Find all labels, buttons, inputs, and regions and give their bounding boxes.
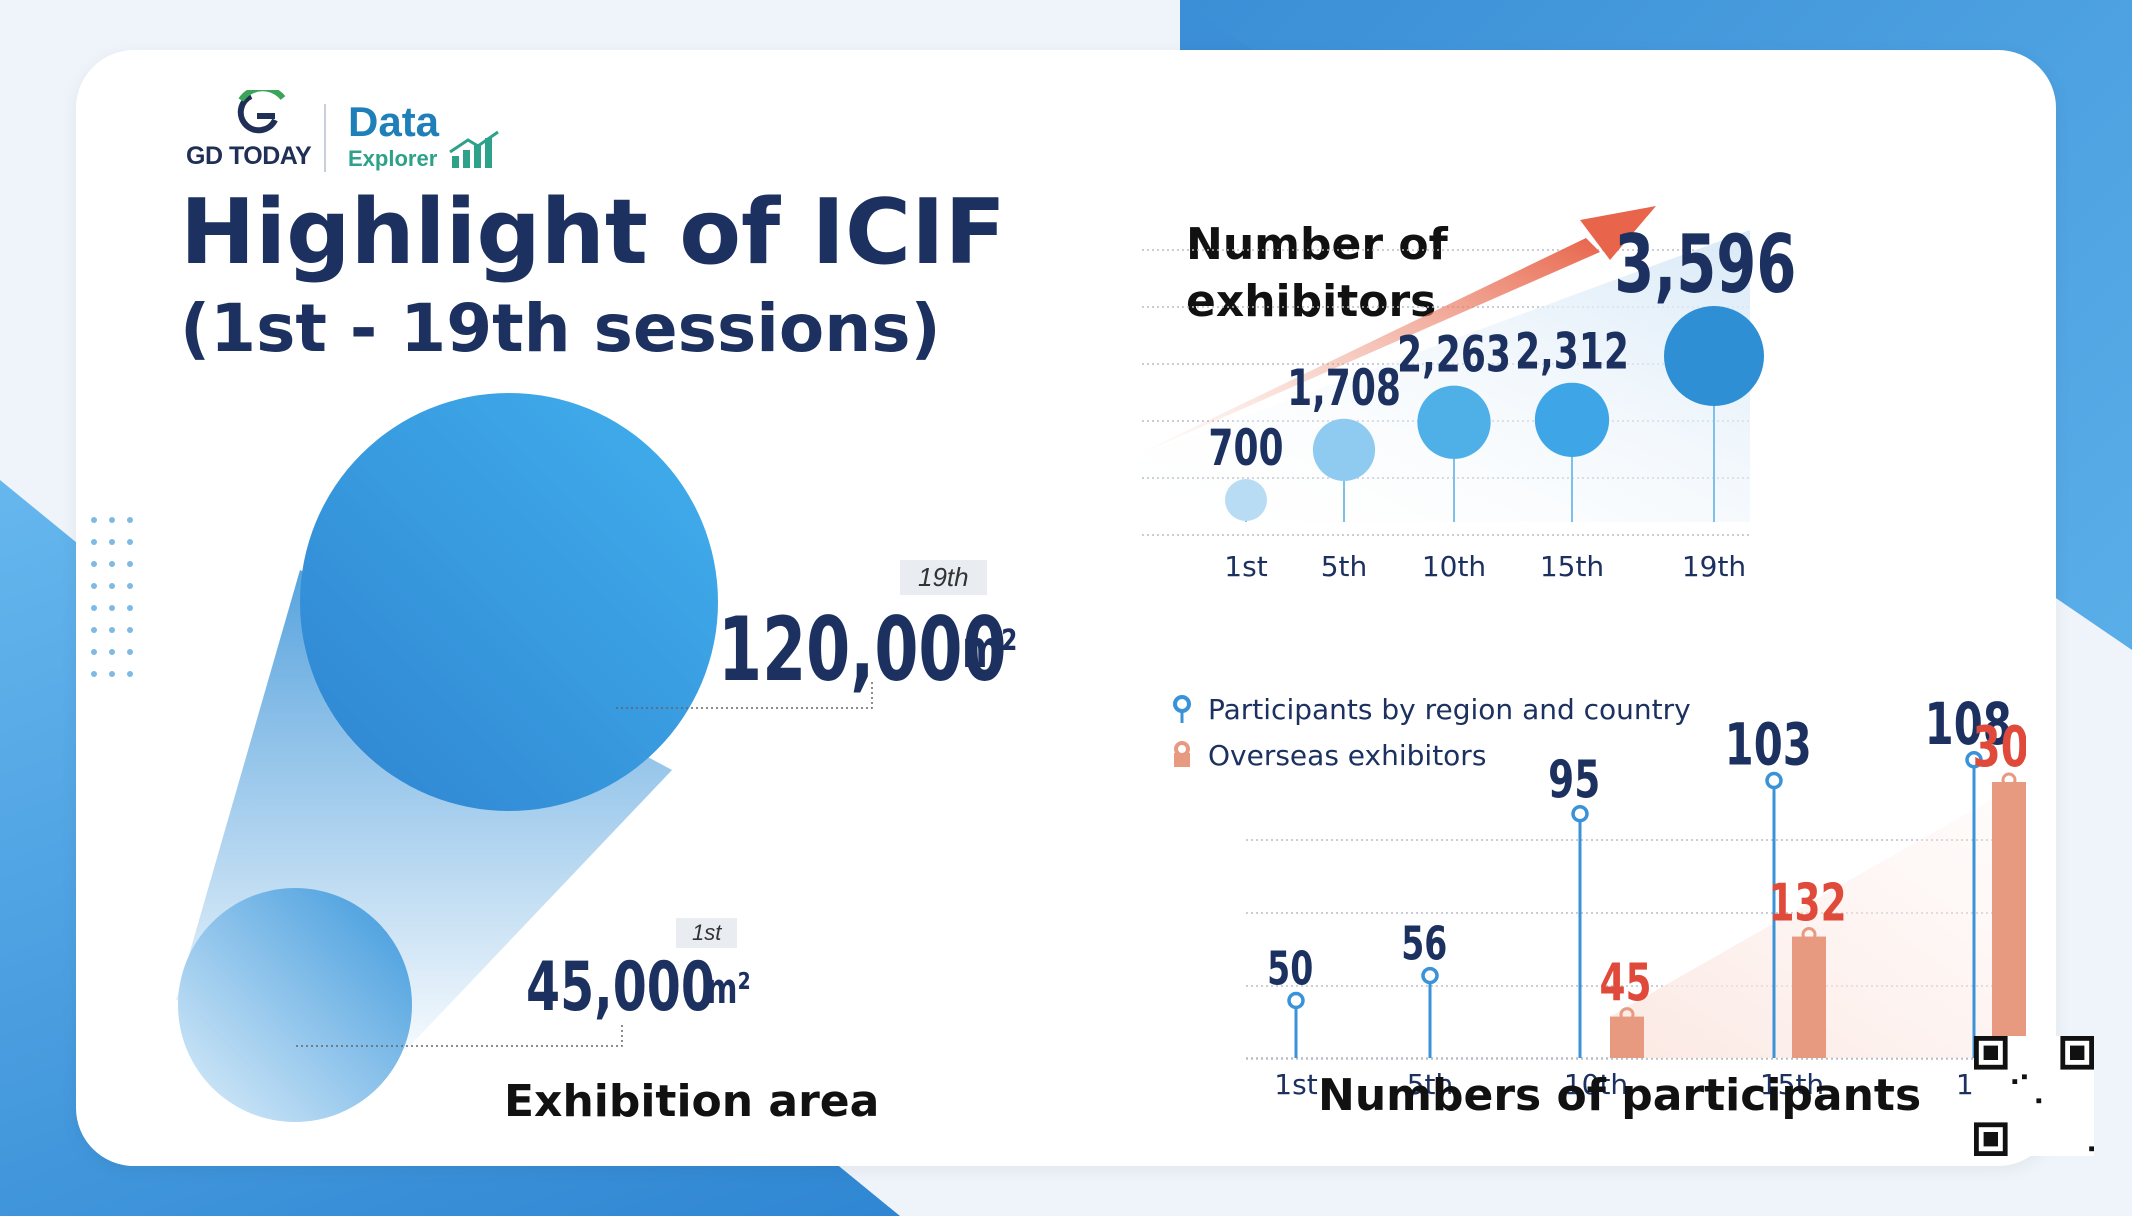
exhibitor-bubble	[1312, 418, 1376, 481]
brand-explorer: Explorer	[348, 146, 438, 171]
overseas-exhibitor-bar	[1610, 1016, 1644, 1058]
exhibitor-bubble	[1534, 382, 1610, 457]
qr-module	[2036, 1098, 2042, 1104]
exhibition-area-chart	[91, 393, 873, 1122]
exhibitor-value-label: 3,596	[1614, 219, 1796, 312]
exhibitors-chart: 700 1st 1,708 5th 2,263 10th 2,312 15th 3,596 19t…	[1126, 206, 1796, 583]
qr-module	[2089, 1146, 2094, 1152]
participant-pin-head	[1965, 751, 1983, 769]
participant-pin-head	[1287, 991, 1305, 1010]
exhibitor-session-tick: 5th	[1321, 550, 1368, 583]
participant-value-label: 50	[1267, 943, 1313, 996]
participants-legend: Participants by region and country Overs…	[1170, 686, 1691, 778]
overseas-bar-handle	[2001, 772, 2017, 788]
legend-label-region: Participants by region and country	[1208, 692, 1691, 726]
area-number-1st: 45,000	[526, 948, 715, 1027]
page-title: Highlight of ICIF	[180, 180, 1007, 285]
participant-pin-head	[1571, 805, 1589, 823]
participants-heading: Numbers of participants	[1318, 1070, 1922, 1121]
brand-data: Data	[348, 98, 440, 145]
pin-marker-icon	[1173, 695, 1191, 723]
qr-finder-core	[1983, 1132, 1998, 1147]
exhibitor-value-label: 2,312	[1515, 324, 1629, 381]
participants-chart: 501st565th954510th10313215th10830019th	[1246, 690, 2026, 1101]
page-subtitle: (1st - 19th sessions)	[180, 290, 941, 367]
infographic-card: GD TODAY Data Explorer Highlight of ICIF…	[76, 50, 2094, 1166]
exhibitor-value-label: 700	[1208, 420, 1283, 477]
exhibitor-session-tick: 19th	[1682, 550, 1746, 583]
exhibitor-bubble	[1224, 478, 1268, 522]
session-tag-19th: 19th	[900, 560, 987, 595]
legend-label-overseas: Overseas exhibitors	[1208, 738, 1487, 772]
bar-chart-growth-icon	[449, 130, 499, 168]
participant-pin-head	[1421, 966, 1439, 985]
participant-pin-head	[1765, 771, 1783, 790]
brand-divider	[324, 104, 326, 172]
area-value-1st: 45,000	[526, 948, 788, 1027]
legend-item-overseas: Overseas exhibitors	[1170, 732, 1691, 778]
overseas-exhibitor-bar	[1792, 936, 1826, 1058]
participant-session-tick: 5th	[1407, 1068, 1454, 1101]
exhibitor-session-tick: 1st	[1224, 550, 1267, 583]
gd-today-logo-icon	[237, 90, 286, 134]
legend-item-region: Participants by region and country	[1170, 686, 1691, 732]
exhibitor-value-label: 2,263	[1397, 327, 1511, 384]
exhibitors-trend-arrow-head	[1580, 206, 1656, 260]
overseas-exhibitor-bar	[1992, 782, 2026, 1058]
overseas-value-label: 132	[1768, 872, 1846, 933]
qr-module	[2022, 1074, 2027, 1080]
area-leader-1st	[296, 1022, 623, 1047]
exhibitors-trend-arrow-body	[1126, 238, 1600, 460]
overseas-value-label: 300	[1973, 714, 2026, 779]
area-value-19th: 120,000	[718, 598, 1119, 701]
qr-code[interactable]	[1974, 1036, 2094, 1156]
qr-module	[2012, 1079, 2018, 1084]
bag-marker-icon	[1174, 741, 1190, 767]
participant-value-label: 95	[1548, 750, 1600, 811]
participant-value-label: 108	[1925, 690, 2012, 758]
qr-finder-core	[2070, 1045, 2085, 1060]
area-number-19th: 120,000	[718, 598, 1007, 701]
area-leader-19th	[616, 682, 873, 709]
brand-gd-today: GD TODAY	[186, 142, 312, 170]
participant-session-tick: 1st	[1274, 1068, 1317, 1101]
qr-finder-core	[1983, 1045, 1998, 1060]
exhibitor-bubble	[1664, 306, 1764, 406]
participant-value-label: 56	[1401, 918, 1447, 971]
exhibitor-value-label: 1,708	[1287, 360, 1401, 417]
participant-session-tick: 10th	[1564, 1068, 1628, 1101]
overseas-bar-handle	[1801, 927, 1817, 943]
area-circle-19th	[300, 393, 718, 811]
exhibitor-bubble	[1417, 385, 1491, 459]
session-tag-1st: 1st	[676, 918, 738, 948]
participants-trend-fill	[1610, 782, 2022, 1058]
decor-dot-grid	[91, 517, 133, 677]
exhibition-area-heading: Exhibition area	[504, 1076, 880, 1127]
participant-session-tick: 15th	[1760, 1068, 1824, 1101]
participant-value-label: 103	[1725, 711, 1812, 779]
exhibitors-heading-line1: Number of	[1186, 219, 1448, 270]
area-circle-1st	[178, 888, 412, 1122]
exhibitors-heading-line2: exhibitors	[1186, 276, 1437, 328]
area-unit-1st: m²	[706, 964, 751, 1013]
exhibitor-session-tick: 10th	[1422, 550, 1486, 583]
area-unit-19th: m²	[962, 620, 1018, 680]
overseas-bar-handle	[1619, 1007, 1635, 1023]
overseas-value-label: 45	[1600, 952, 1652, 1013]
exhibitor-session-tick: 15th	[1540, 550, 1604, 583]
exhibitors-heading: Number of exhibitors	[1186, 216, 1448, 330]
